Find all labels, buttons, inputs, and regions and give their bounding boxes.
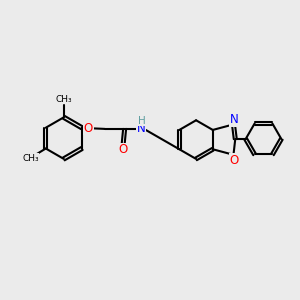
- Text: O: O: [84, 122, 93, 135]
- Text: CH₃: CH₃: [22, 154, 39, 163]
- Text: N: N: [136, 122, 145, 135]
- Text: CH₃: CH₃: [56, 95, 72, 104]
- Text: O: O: [230, 154, 239, 166]
- Text: H: H: [138, 116, 146, 126]
- Text: O: O: [118, 143, 128, 156]
- Text: N: N: [230, 113, 239, 126]
